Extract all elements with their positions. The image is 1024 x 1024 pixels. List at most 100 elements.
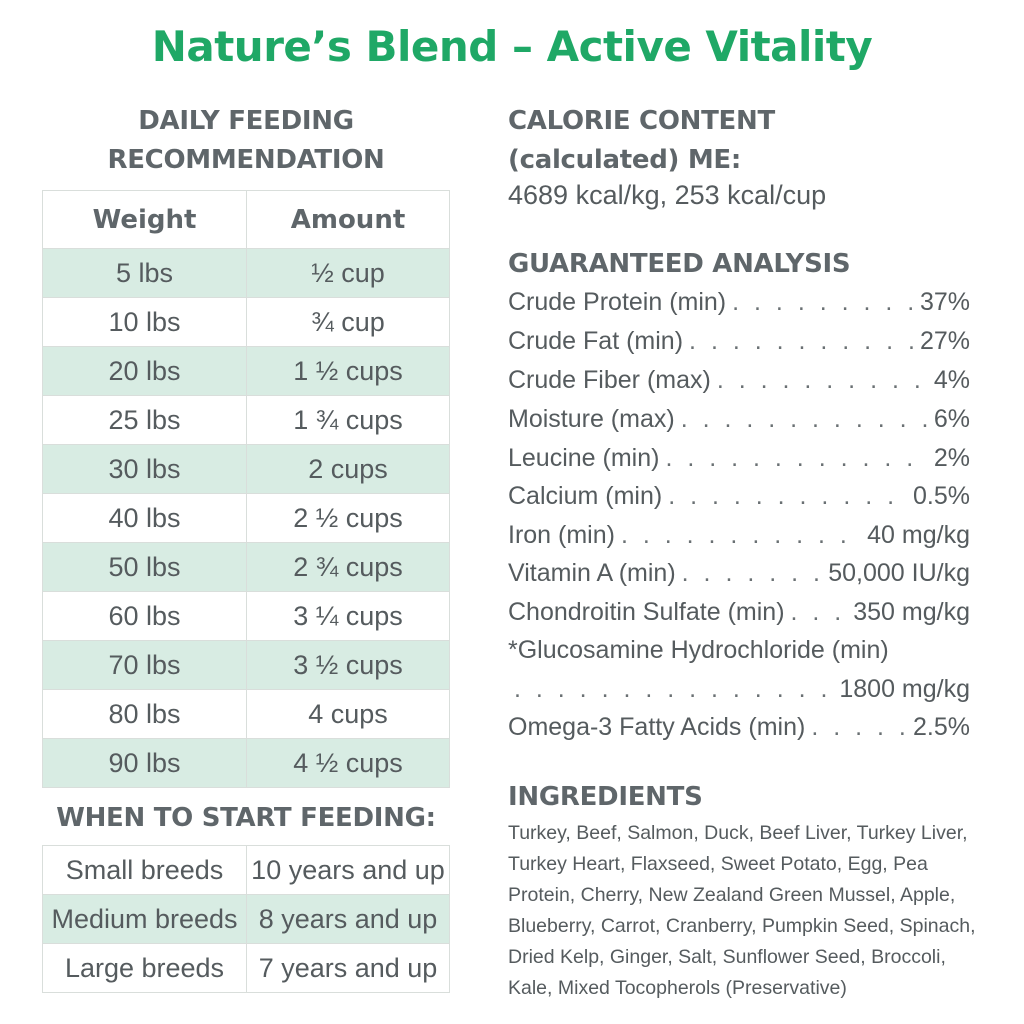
analysis-row: Iron (min) 40 mg/kg bbox=[508, 521, 970, 550]
analysis-row: 1800 mg/kg bbox=[508, 675, 970, 704]
dot-leader bbox=[665, 444, 927, 473]
analysis-value: 2.5% bbox=[913, 713, 970, 741]
table-row: 25 lbs 1 ¾ cups bbox=[42, 395, 450, 445]
analysis-name: Leucine (min) bbox=[508, 444, 660, 472]
dot-leader bbox=[689, 327, 914, 356]
table-row: 50 lbs 2 ¾ cups bbox=[42, 542, 450, 592]
table-row: 60 lbs 3 ¼ cups bbox=[42, 591, 450, 641]
analysis-value: 4% bbox=[933, 366, 970, 394]
amount-cell: 2 cups bbox=[246, 444, 450, 494]
feeding-heading: DAILY FEEDING RECOMMENDATION bbox=[42, 102, 450, 180]
dot-leader bbox=[732, 288, 914, 317]
analysis-heading: GUARANTEED ANALYSIS bbox=[508, 249, 851, 279]
age-cell: 10 years and up bbox=[246, 845, 450, 895]
table-row: 40 lbs 2 ½ cups bbox=[42, 493, 450, 543]
amount-cell: ½ cup bbox=[246, 248, 450, 298]
table-row: 30 lbs 2 cups bbox=[42, 444, 450, 494]
analysis-row: Leucine (min) 2% bbox=[508, 444, 970, 473]
page-title: Nature’s Blend – Active Vitality bbox=[151, 22, 873, 71]
dot-leader bbox=[682, 559, 823, 588]
amount-cell: 4 cups bbox=[246, 689, 450, 739]
amount-cell: 1 ½ cups bbox=[246, 346, 450, 396]
weight-cell: 25 lbs bbox=[42, 395, 247, 445]
feeding-table-header: Weight Amount bbox=[42, 190, 450, 249]
analysis-name: Vitamin A (min) bbox=[508, 559, 676, 587]
calorie-heading-line2: (calculated) ME: bbox=[508, 145, 741, 175]
weight-cell: 40 lbs bbox=[42, 493, 247, 543]
analysis-row: Crude Protein (min) 37% bbox=[508, 288, 970, 317]
calorie-heading-line1: CALORIE CONTENT bbox=[508, 106, 775, 136]
table-row: Large breeds 7 years and up bbox=[42, 943, 450, 993]
table-row: 10 lbs ¾ cup bbox=[42, 297, 450, 347]
dot-leader bbox=[668, 482, 907, 511]
feeding-heading-line1: DAILY FEEDING bbox=[138, 106, 354, 136]
feeding-table: Weight Amount 5 lbs ½ cup 10 lbs ¾ cup 20 … bbox=[42, 190, 450, 788]
analysis-name: Chondroitin Sulfate (min) bbox=[508, 598, 785, 626]
analysis-name: Crude Protein (min) bbox=[508, 288, 727, 316]
analysis-name: Crude Fiber (max) bbox=[508, 366, 711, 394]
amount-cell: ¾ cup bbox=[246, 297, 450, 347]
analysis-row: Omega-3 Fatty Acids (min) 2.5% bbox=[508, 713, 970, 742]
amount-cell: 2 ½ cups bbox=[246, 493, 450, 543]
breed-cell: Medium breeds bbox=[42, 894, 247, 944]
weight-cell: 80 lbs bbox=[42, 689, 247, 739]
start-feeding-heading: WHEN TO START FEEDING: bbox=[56, 803, 436, 833]
weight-cell: 50 lbs bbox=[42, 542, 247, 592]
weight-column-header: Weight bbox=[42, 190, 247, 249]
analysis-value: 40 mg/kg bbox=[867, 521, 970, 549]
age-cell: 7 years and up bbox=[246, 943, 450, 993]
analysis-row: Moisture (max) 6% bbox=[508, 405, 970, 434]
analysis-row: *Glucosamine Hydrochloride (min) bbox=[508, 636, 970, 665]
dot-leader bbox=[681, 405, 928, 434]
ingredients-text: Turkey, Beef, Salmon, Duck, Beef Liver, … bbox=[508, 822, 976, 999]
ingredients-heading: INGREDIENTS bbox=[508, 782, 703, 812]
amount-cell: 3 ¼ cups bbox=[246, 591, 450, 641]
analysis-value: 27% bbox=[919, 327, 970, 355]
analysis-value: 350 mg/kg bbox=[853, 598, 970, 626]
analysis-row: Vitamin A (min) 50,000 IU/kg bbox=[508, 559, 970, 588]
analysis-row: Chondroitin Sulfate (min) 350 mg/kg bbox=[508, 598, 970, 627]
analysis-value: 1800 mg/kg bbox=[839, 675, 970, 703]
analysis-value: 37% bbox=[919, 288, 970, 316]
amount-cell: 2 ¾ cups bbox=[246, 542, 450, 592]
analysis-value: 2% bbox=[933, 444, 970, 472]
table-row: 20 lbs 1 ½ cups bbox=[42, 346, 450, 396]
breed-cell: Large breeds bbox=[42, 943, 247, 993]
amount-cell: 1 ¾ cups bbox=[246, 395, 450, 445]
table-row: 80 lbs 4 cups bbox=[42, 689, 450, 739]
weight-cell: 20 lbs bbox=[42, 346, 247, 396]
feeding-heading-line2: RECOMMENDATION bbox=[107, 145, 385, 175]
analysis-value: 6% bbox=[933, 405, 970, 433]
analysis-row: Crude Fat (min) 27% bbox=[508, 327, 970, 356]
dot-leader bbox=[811, 713, 907, 742]
analysis-name: Omega-3 Fatty Acids (min) bbox=[508, 713, 806, 741]
table-row: 90 lbs 4 ½ cups bbox=[42, 738, 450, 788]
analysis-name: Calcium (min) bbox=[508, 482, 663, 510]
amount-column-header: Amount bbox=[246, 190, 450, 249]
amount-cell: 4 ½ cups bbox=[246, 738, 450, 788]
table-row: Medium breeds 8 years and up bbox=[42, 894, 450, 944]
weight-cell: 90 lbs bbox=[42, 738, 247, 788]
analysis-name: Iron (min) bbox=[508, 521, 615, 549]
analysis-name: Moisture (max) bbox=[508, 405, 675, 433]
weight-cell: 5 lbs bbox=[42, 248, 247, 298]
calorie-value: 4689 kcal/kg, 253 kcal/cup bbox=[508, 180, 827, 210]
table-row: 70 lbs 3 ½ cups bbox=[42, 640, 450, 690]
calorie-heading: CALORIE CONTENT (calculated) ME: bbox=[508, 102, 775, 180]
analysis-row: Calcium (min) 0.5% bbox=[508, 482, 970, 511]
analysis-value: 50,000 IU/kg bbox=[828, 559, 970, 587]
table-row: 5 lbs ½ cup bbox=[42, 248, 450, 298]
table-row: Small breeds 10 years and up bbox=[42, 845, 450, 895]
breed-cell: Small breeds bbox=[42, 845, 247, 895]
weight-cell: 70 lbs bbox=[42, 640, 247, 690]
amount-cell: 3 ½ cups bbox=[246, 640, 450, 690]
start-feeding-table: Small breeds 10 years and up Medium breed… bbox=[42, 845, 450, 993]
analysis-value: 0.5% bbox=[913, 482, 970, 510]
age-cell: 8 years and up bbox=[246, 894, 450, 944]
weight-cell: 60 lbs bbox=[42, 591, 247, 641]
analysis-row: Crude Fiber (max) 4% bbox=[508, 366, 970, 395]
dot-leader bbox=[621, 521, 861, 550]
dot-leader bbox=[514, 675, 833, 704]
dot-leader bbox=[791, 598, 848, 627]
weight-cell: 30 lbs bbox=[42, 444, 247, 494]
